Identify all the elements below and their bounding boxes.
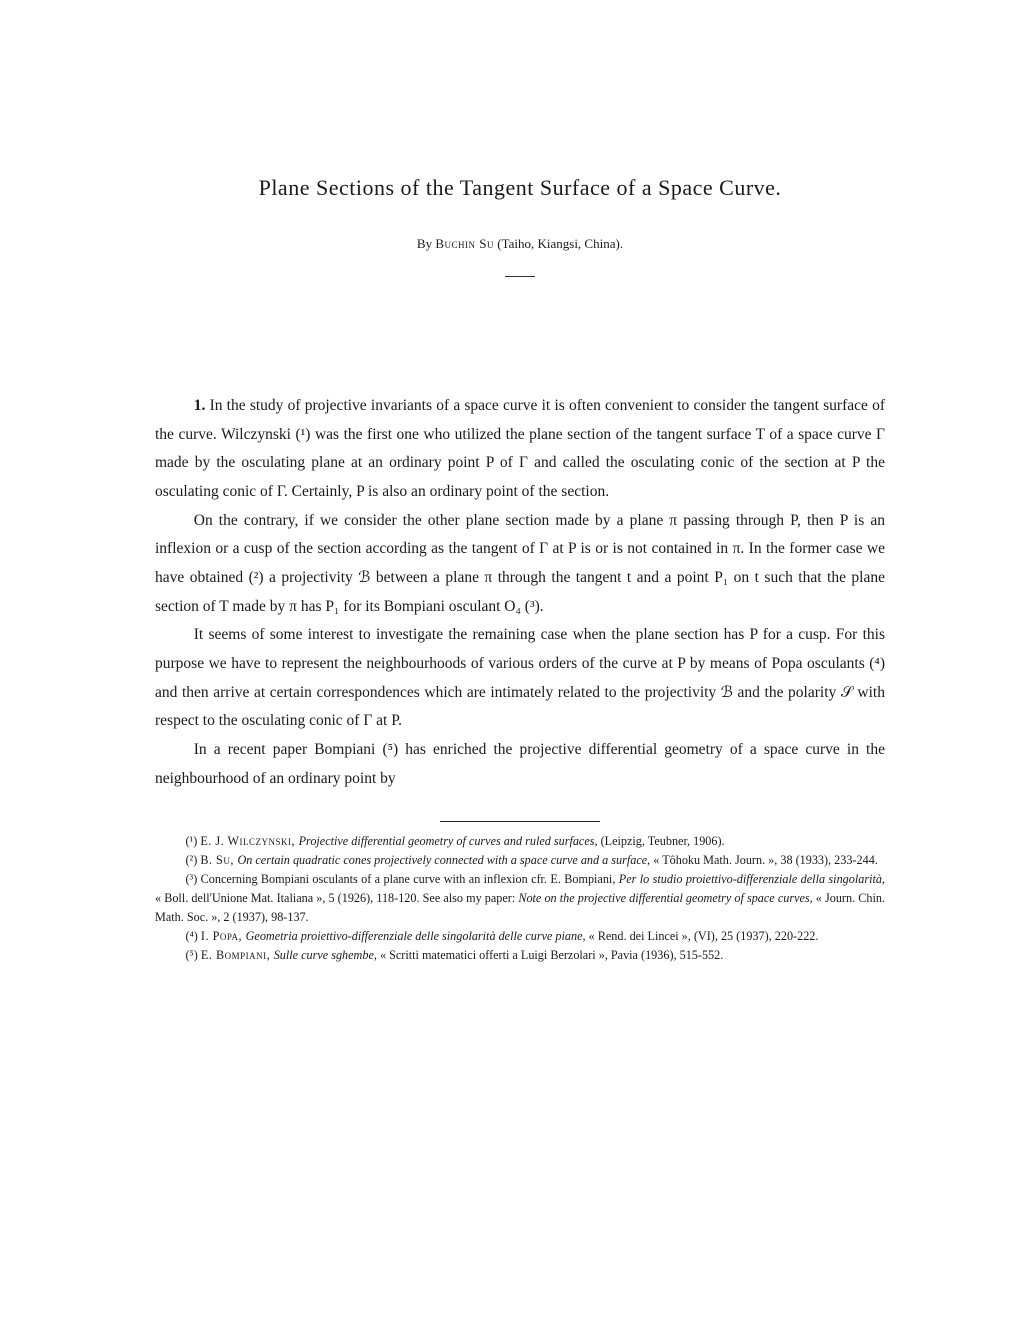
paper-title: Plane Sections of the Tangent Surface of… xyxy=(155,175,885,201)
footnote-5-title: Sulle curve sghembe, xyxy=(274,948,377,962)
footnote-3-title2: Note on the projective differential geom… xyxy=(518,891,812,905)
footnote-4-marker: (⁴) xyxy=(186,929,201,943)
footnote-4: (⁴) I. Popa, Geometria proiettivo-differ… xyxy=(155,927,885,946)
footnote-4-author: I. Popa, xyxy=(201,929,246,943)
footnote-2-marker: (²) xyxy=(186,853,201,867)
byline-author: Buchin Su xyxy=(435,236,494,251)
page-container: Plane Sections of the Tangent Surface of… xyxy=(0,0,1020,1025)
footnote-5-tail: « Scritti matematici offerti a Luigi Ber… xyxy=(377,948,723,962)
footnote-1-marker: (¹) xyxy=(186,834,201,848)
footnote-1-author: E. J. Wilczynski, xyxy=(200,834,298,848)
footnote-1: (¹) E. J. Wilczynski, Projective differe… xyxy=(155,832,885,851)
paragraph-4: In a recent paper Bompiani (⁵) has enric… xyxy=(155,736,885,793)
footnote-4-title: Geometria proiettivo-differenziale delle… xyxy=(246,929,586,943)
footnote-2-title: On certain quadratic cones projectively … xyxy=(237,853,650,867)
footnote-5-author: E. Bompiani, xyxy=(201,948,274,962)
byline-prefix: By xyxy=(417,236,435,251)
footnotes-separator xyxy=(440,821,600,822)
footnote-1-tail: (Leipzig, Teubner, 1906). xyxy=(598,834,725,848)
footnote-3-title: Per lo studio proiettivo-differenziale d… xyxy=(619,872,885,886)
footnote-4-tail: « Rend. dei Lincei », (VI), 25 (1937), 2… xyxy=(586,929,819,943)
body-text: 1. In the study of projective invariants… xyxy=(155,392,885,793)
section-number: 1. xyxy=(194,397,206,414)
footnote-5: (⁵) E. Bompiani, Sulle curve sghembe, « … xyxy=(155,946,885,965)
footnote-3-mid: « Boll. dell'Unione Mat. Italiana », 5 (… xyxy=(155,891,518,905)
footnote-3: (³) Concerning Bompiani osculants of a p… xyxy=(155,870,885,927)
paragraph-2: On the contrary, if we consider the othe… xyxy=(155,507,885,622)
paragraph-1: 1. In the study of projective invariants… xyxy=(155,392,885,507)
paragraph-1-text: In the study of projective invariants of… xyxy=(155,397,885,500)
title-separator xyxy=(155,264,885,282)
footnotes: (¹) E. J. Wilczynski, Projective differe… xyxy=(155,832,885,964)
byline: By Buchin Su (Taiho, Kiangsi, China). xyxy=(155,236,885,252)
footnote-2-author: B. Su, xyxy=(200,853,237,867)
paragraph-3: It seems of some interest to investigate… xyxy=(155,621,885,736)
footnote-2: (²) B. Su, On certain quadratic cones pr… xyxy=(155,851,885,870)
footnote-3-marker: (³) xyxy=(186,872,201,886)
footnote-2-tail: « Tôhoku Math. Journ. », 38 (1933), 233-… xyxy=(650,853,878,867)
footnote-1-title: Projective differential geometry of curv… xyxy=(299,834,598,848)
footnote-3-lead: Concerning Bompiani osculants of a plane… xyxy=(201,872,619,886)
footnote-5-marker: (⁵) xyxy=(186,948,201,962)
byline-affiliation: (Taiho, Kiangsi, China). xyxy=(494,236,623,251)
